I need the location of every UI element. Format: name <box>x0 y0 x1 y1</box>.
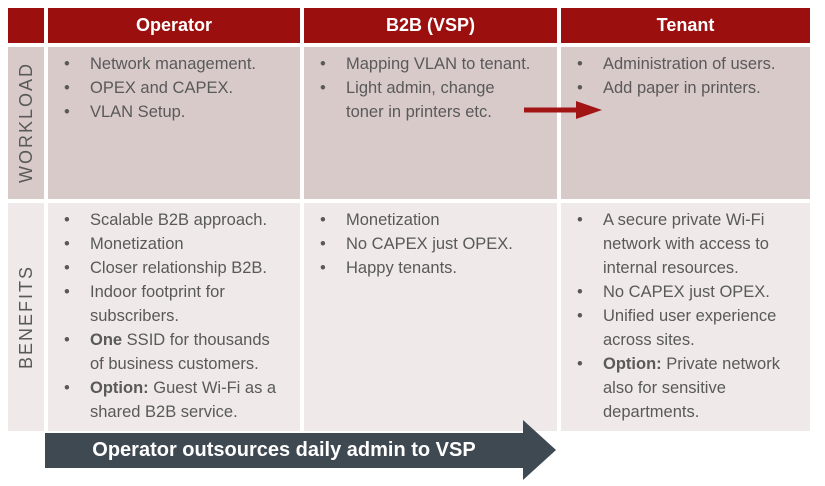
bullet-list: Network management.OPEX and CAPEX.VLAN S… <box>48 47 300 129</box>
bullet-item: One SSID for thousands of business custo… <box>48 328 296 376</box>
bullet-list: Scalable B2B approach.MonetizationCloser… <box>48 203 300 429</box>
cell-benefits-b2b: MonetizationNo CAPEX just OPEX.Happy ten… <box>304 203 557 431</box>
bullet-list: Administration of users.Add paper in pri… <box>561 47 810 105</box>
bullet-item: Monetization <box>304 208 553 232</box>
red-right-arrow-icon <box>524 101 602 119</box>
bullet-list: A secure private Wi-Fi network with acce… <box>561 203 810 429</box>
cell-workload-operator: Network management.OPEX and CAPEX.VLAN S… <box>48 47 300 199</box>
row-label-benefits: BENEFITS <box>8 203 44 431</box>
bullet-item: Administration of users. <box>561 52 806 76</box>
bullet-item: Mapping VLAN to tenant. <box>304 52 553 76</box>
column-header-label: Operator <box>135 15 213 35</box>
bullet-item: No CAPEX just OPEX. <box>304 232 553 256</box>
column-header-b2b-vsp: B2B (VSP) <box>304 8 557 43</box>
bullet-item: Happy tenants. <box>304 256 553 280</box>
bottom-arrow-label: Operator outsources daily admin to VSP <box>92 439 476 461</box>
cell-workload-b2b: Mapping VLAN to tenant.Light admin, chan… <box>304 47 557 199</box>
bullet-item: Option: Guest Wi-Fi as a shared B2B serv… <box>48 376 296 424</box>
bullet-item: Option: Private network also for sensiti… <box>561 352 806 424</box>
row-label-text: WORKLOAD <box>15 62 36 184</box>
cell-benefits-tenant: A secure private Wi-Fi network with acce… <box>561 203 810 431</box>
bullet-item: Closer relationship B2B. <box>48 256 296 280</box>
table-corner-cell <box>8 8 44 43</box>
bullet-item: Scalable B2B approach. <box>48 208 296 232</box>
column-header-label: Tenant <box>656 15 715 35</box>
column-header-operator: Operator <box>48 8 300 43</box>
bullet-item: OPEX and CAPEX. <box>48 76 296 100</box>
bullet-item: Indoor footprint for subscribers. <box>48 280 296 328</box>
cell-benefits-operator: Scalable B2B approach.MonetizationCloser… <box>48 203 300 431</box>
row-label-text: BENEFITS <box>15 264 36 369</box>
bullet-item: No CAPEX just OPEX. <box>561 280 806 304</box>
column-header-label: B2B (VSP) <box>385 15 475 35</box>
bullet-item: Light admin, change toner in printers et… <box>304 76 553 124</box>
bullet-item: Monetization <box>48 232 296 256</box>
cell-workload-tenant: Administration of users.Add paper in pri… <box>561 47 810 199</box>
bottom-arrow-head-icon <box>523 420 556 480</box>
bullet-list: Mapping VLAN to tenant.Light admin, chan… <box>304 47 557 129</box>
bullet-item: A secure private Wi-Fi network with acce… <box>561 208 806 280</box>
bullet-item: Unified user experience across sites. <box>561 304 806 352</box>
bullet-item: Add paper in printers. <box>561 76 806 100</box>
bullet-list: MonetizationNo CAPEX just OPEX.Happy ten… <box>304 203 557 285</box>
row-label-workload: WORKLOAD <box>8 47 44 199</box>
bullet-item: Network management. <box>48 52 296 76</box>
bullet-item: VLAN Setup. <box>48 100 296 124</box>
column-header-tenant: Tenant <box>561 8 810 43</box>
bottom-arrow: Operator outsources daily admin to VSP <box>45 433 523 468</box>
